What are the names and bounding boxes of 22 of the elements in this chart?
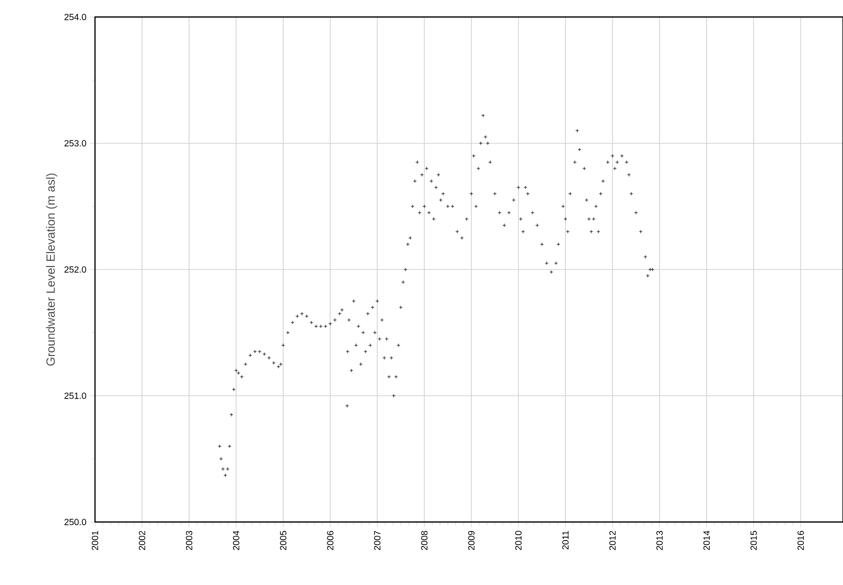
y-tick-label: 253.0 (64, 140, 86, 146)
x-tick-label: 2004 (232, 530, 240, 550)
x-tick-label: 2016 (797, 530, 804, 550)
y-axis-title: Groundwater Level Elevation (m asl) (46, 174, 58, 366)
x-tick-label: 2007 (374, 530, 380, 550)
y-tick-label: 250.0 (64, 518, 86, 526)
x-tick-label: 2013 (656, 530, 663, 550)
x-tick-label: 2015 (750, 530, 757, 550)
x-tick-label: 2006 (327, 530, 334, 550)
y-tick-label: 251.0 (64, 392, 86, 399)
y-tick-label: 254.0 (64, 14, 86, 20)
x-tick-label: 2003 (186, 530, 192, 550)
x-tick-label: 2009 (468, 530, 475, 550)
x-tick-label: 2012 (609, 530, 616, 550)
x-tick-label: 2010 (515, 530, 522, 550)
x-tick-label: 2005 (280, 530, 286, 550)
y-tick-label: 252.0 (64, 266, 86, 273)
x-tick-label: 2011 (562, 530, 569, 550)
x-tick-label: 2008 (421, 530, 428, 550)
x-tick-label: 2014 (703, 530, 710, 550)
x-tick-label: 2002 (138, 530, 146, 550)
x-tick-label: 2001 (92, 530, 98, 550)
